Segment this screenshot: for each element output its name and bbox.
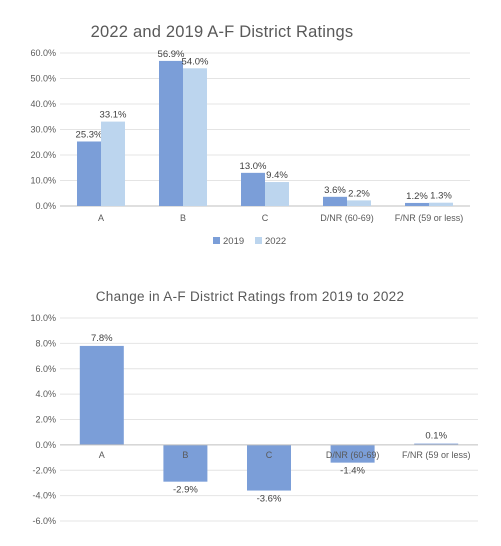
legend-label: 2019 bbox=[223, 236, 244, 247]
bar-2019 bbox=[405, 202, 429, 206]
bar-2019 bbox=[77, 141, 101, 206]
chart-title: Change in A-F District Ratings from 2019… bbox=[96, 289, 405, 304]
y-tick-label: 10.0% bbox=[30, 313, 56, 323]
legend-label: 2022 bbox=[265, 236, 286, 247]
y-tick-label: 10.0% bbox=[30, 176, 56, 186]
bar bbox=[330, 444, 375, 463]
x-tick-label: A bbox=[98, 213, 104, 223]
ratings-bar-chart: 2022 and 2019 A-F District Ratings 0.0% 1… bbox=[30, 23, 470, 247]
legend: 2019 2022 bbox=[213, 236, 286, 247]
bar-2022 bbox=[429, 202, 453, 206]
legend-swatch bbox=[213, 237, 220, 244]
data-label: -2.9% bbox=[173, 485, 198, 496]
data-label: 9.4% bbox=[266, 170, 288, 181]
x-tick-label: B bbox=[180, 213, 186, 223]
data-label: 33.1% bbox=[100, 110, 127, 121]
y-tick-label: 6.0% bbox=[35, 364, 56, 374]
bar bbox=[79, 345, 124, 445]
chart-title: 2022 and 2019 A-F District Ratings bbox=[91, 23, 354, 41]
y-tick-label: 2.0% bbox=[35, 415, 56, 425]
x-tick-label: B bbox=[182, 450, 188, 460]
data-label: 0.1% bbox=[425, 431, 447, 442]
x-tick-label: F/NR (59 or less) bbox=[402, 450, 471, 460]
y-tick-label: -2.0% bbox=[32, 465, 56, 475]
y-tick-label: -6.0% bbox=[32, 516, 56, 526]
data-label: 1.2% bbox=[406, 191, 428, 202]
bar-2019 bbox=[241, 172, 265, 206]
x-tick-label: A bbox=[99, 450, 105, 460]
data-label: 7.8% bbox=[91, 333, 113, 344]
bar-2022 bbox=[347, 200, 371, 206]
bar bbox=[163, 444, 208, 482]
bar bbox=[414, 443, 459, 445]
data-label: 3.6% bbox=[324, 185, 346, 196]
data-label: 54.0% bbox=[182, 56, 209, 67]
y-tick-label: 30.0% bbox=[30, 125, 56, 135]
x-tick-label: D/NR (60-69) bbox=[320, 213, 374, 223]
y-tick-label: 8.0% bbox=[35, 338, 56, 348]
bar-2022 bbox=[183, 68, 207, 206]
y-tick-label: 0.0% bbox=[35, 440, 56, 450]
data-label: -1.4% bbox=[340, 466, 365, 477]
y-tick-label: -4.0% bbox=[32, 491, 56, 501]
x-tick-label: F/NR (59 or less) bbox=[395, 213, 464, 223]
y-tick-label: 40.0% bbox=[30, 99, 56, 109]
y-tick-label: 50.0% bbox=[30, 74, 56, 84]
x-tick-label: D/NR (60-69) bbox=[326, 450, 380, 460]
data-label: 2.2% bbox=[348, 188, 370, 199]
data-label: 25.3% bbox=[76, 129, 103, 140]
data-label: -3.6% bbox=[257, 494, 282, 505]
bar-2022 bbox=[101, 121, 125, 206]
legend-swatch bbox=[255, 237, 262, 244]
bar-2019 bbox=[323, 196, 347, 206]
y-tick-label: 20.0% bbox=[30, 150, 56, 160]
data-label: 13.0% bbox=[240, 161, 267, 172]
data-label: 56.9% bbox=[158, 49, 185, 60]
x-tick-label: C bbox=[266, 450, 273, 460]
change-bar-chart: Change in A-F District Ratings from 2019… bbox=[30, 289, 478, 526]
bar-2019 bbox=[159, 60, 183, 206]
y-tick-label: 0.0% bbox=[35, 201, 56, 211]
bar-2022 bbox=[265, 182, 289, 206]
x-tick-label: C bbox=[262, 213, 269, 223]
y-tick-label: 4.0% bbox=[35, 389, 56, 399]
y-tick-label: 60.0% bbox=[30, 48, 56, 58]
data-label: 1.3% bbox=[430, 191, 452, 202]
bar bbox=[247, 444, 291, 491]
